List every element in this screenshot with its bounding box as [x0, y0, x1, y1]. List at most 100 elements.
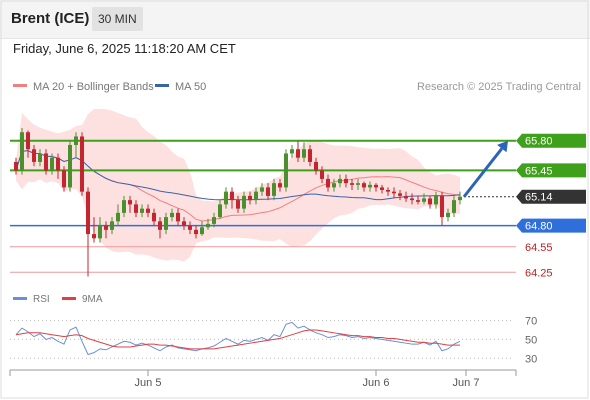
candle-body	[140, 208, 144, 213]
candle-body	[164, 217, 168, 230]
rsi-ma-legend-swatch	[62, 297, 76, 300]
bollinger-bands	[16, 108, 460, 262]
candle-body	[428, 198, 432, 205]
candle-body	[458, 196, 462, 201]
candle-body	[194, 229, 198, 235]
header-bar: Brent (ICE) 30 MIN	[0, 0, 590, 39]
candlesticks	[14, 128, 462, 277]
candle-body	[296, 149, 300, 158]
candle-body	[302, 149, 306, 158]
candle-body	[128, 200, 132, 205]
candle-body	[170, 212, 174, 218]
candle-body	[32, 149, 36, 162]
candle-body	[38, 153, 42, 162]
candle-body	[62, 170, 66, 188]
candle-body	[80, 136, 84, 192]
candle-body	[200, 227, 204, 235]
candle-body	[230, 191, 234, 201]
candle-body	[452, 200, 456, 213]
rsi-tick-label: 30	[525, 353, 537, 365]
candle-body	[308, 149, 312, 162]
candle-body	[236, 200, 240, 209]
candle-body	[152, 212, 156, 222]
candle-body	[122, 200, 126, 213]
candle-body	[104, 225, 108, 230]
rsi-tick-label: 70	[525, 316, 537, 328]
candle-body	[134, 204, 138, 213]
rsi-ma-legend-label: 9MA	[82, 294, 103, 305]
candle-body	[272, 183, 276, 196]
x-axis: Jun 5 Jun 6 Jun 7	[9, 369, 517, 389]
bollinger-band-area	[16, 108, 460, 262]
candle-body	[74, 136, 78, 145]
candle-body	[116, 212, 120, 222]
rsi-legend-label: RSI	[33, 294, 50, 305]
rsi-panel: 70 50 30	[10, 316, 537, 365]
candle-body	[284, 153, 288, 188]
level-64-80-label: 64.80	[525, 221, 553, 233]
price-levels: 65.80 65.45 65.14 64.80 64.55 64.25	[10, 133, 586, 279]
candle-body	[14, 161, 18, 171]
datetime-label: Friday, June 6, 2025 11:18:20 AM CET	[13, 41, 236, 56]
x-tick-label: Jun 5	[135, 377, 162, 389]
target-arrow-head	[497, 140, 508, 153]
target-arrow	[462, 140, 508, 198]
rsi-series-rsi	[15, 321, 461, 356]
candle-body	[86, 191, 90, 235]
candle-body	[248, 195, 252, 201]
candle-body	[176, 212, 180, 222]
rsi-tick-label: 50	[525, 334, 537, 346]
candle-body	[68, 144, 72, 188]
candle-body	[254, 191, 258, 201]
candle-body	[356, 183, 360, 185]
candle-body	[110, 221, 114, 230]
candle-body	[158, 221, 162, 230]
candle-body	[416, 200, 420, 202]
level-64-55-label: 64.55	[525, 242, 553, 254]
candle-body	[368, 184, 372, 188]
candle-body	[212, 217, 216, 224]
candle-body	[224, 191, 228, 205]
candle-body	[98, 225, 102, 239]
candle-body	[380, 187, 384, 190]
rsi-legend: RSI 9MA	[13, 294, 103, 305]
x-tick-label: Jun 7	[453, 377, 480, 389]
rsi-series-9ma	[15, 329, 460, 350]
candle-body	[404, 195, 408, 199]
level-65-14-label: 65.14	[525, 192, 553, 204]
level-64-25-label: 64.25	[525, 267, 553, 279]
level-65-80-label: 65.80	[525, 136, 553, 148]
candle-body	[290, 149, 294, 154]
candle-body	[350, 183, 354, 185]
candle-body	[446, 212, 450, 218]
candle-body	[20, 132, 24, 171]
candle-body	[332, 183, 336, 188]
candle-body	[218, 204, 222, 218]
ma20-legend-swatch	[13, 84, 27, 87]
candle-body	[392, 191, 396, 194]
timeframe-selector[interactable]: 30 MIN	[92, 7, 143, 31]
candle-body	[422, 198, 426, 202]
level-65-80-tag	[516, 133, 586, 148]
candle-body	[182, 221, 186, 226]
candle-body	[188, 225, 192, 230]
level-65-14-tag	[516, 189, 586, 204]
x-tick-label: Jun 6	[363, 377, 390, 389]
candle-body	[410, 198, 414, 201]
candle-body	[344, 178, 348, 184]
candle-body	[260, 187, 264, 192]
ma50-legend-swatch	[155, 84, 169, 87]
candle-body	[440, 195, 444, 218]
rsi-legend-swatch	[13, 297, 27, 300]
candle-body	[398, 193, 402, 196]
candle-body	[242, 195, 246, 209]
level-64-80-tag	[516, 218, 586, 233]
instrument-title: Brent (ICE)	[11, 10, 90, 27]
candle-body	[50, 157, 54, 171]
candle-body	[26, 132, 30, 150]
candle-body	[338, 178, 342, 184]
copyright-label: Research © 2025 Trading Central	[417, 81, 581, 93]
candle-body	[314, 161, 318, 171]
